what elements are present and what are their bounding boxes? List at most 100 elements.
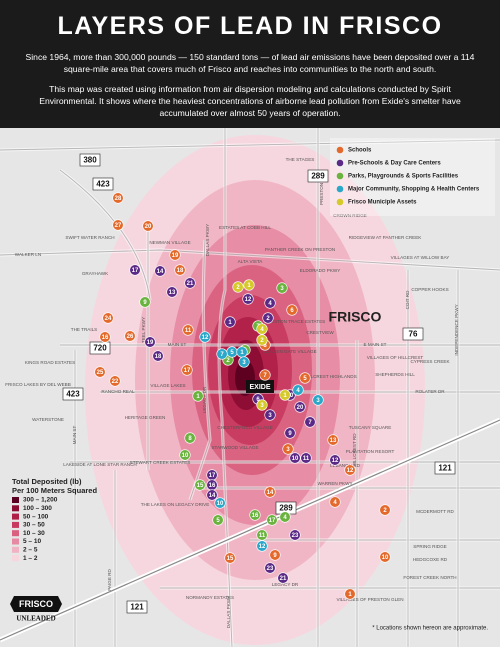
site-marker	[129, 264, 141, 276]
site-number: 19	[172, 253, 179, 259]
deposition-label: 5 – 10	[23, 538, 41, 545]
site-marker	[312, 394, 324, 406]
place-label: PANTHER CREEK ON PRESTON	[265, 247, 335, 252]
place-label: HILLCREST RD	[352, 433, 357, 467]
place-label: CHESTERFIELD VILLAGE	[217, 425, 272, 430]
deposition-swatch	[12, 546, 19, 553]
site-number: 10	[382, 555, 389, 561]
site-marker	[289, 529, 301, 541]
legend-swatch	[336, 185, 344, 193]
legend-swatch	[336, 146, 344, 154]
place-label: DALLAS PKWY	[205, 224, 210, 256]
site-number: 17	[209, 473, 216, 479]
site-marker	[224, 316, 236, 328]
site-number: 1	[283, 393, 287, 399]
place-label: THE STAGES	[286, 157, 315, 162]
place-label: NEWMAN VILLAGE	[149, 240, 190, 245]
site-marker	[379, 504, 391, 516]
place-label: ROLATER DR	[415, 389, 445, 394]
site-number: 8	[188, 436, 192, 442]
site-marker	[269, 549, 281, 561]
site-marker	[144, 336, 156, 348]
site-marker	[299, 372, 311, 384]
site-marker	[181, 364, 193, 376]
site-number: 1	[196, 394, 200, 400]
legend-swatch	[336, 159, 344, 167]
site-marker	[166, 286, 178, 298]
site-marker	[327, 434, 339, 446]
place-label: VILLAGES OF HILLCREST	[367, 355, 424, 360]
site-number: 9	[143, 300, 147, 306]
site-marker	[279, 389, 291, 401]
site-number: 2	[226, 358, 230, 364]
deposition-label: 2 – 5	[23, 547, 38, 554]
site-number: 7	[220, 352, 224, 358]
site-marker	[344, 464, 356, 476]
road	[59, 169, 151, 301]
site-number: 6	[290, 308, 294, 314]
site-marker	[379, 551, 391, 563]
deposition-subtitle: Per 100 Meters Squared	[12, 486, 97, 495]
site-number: 10	[182, 453, 189, 459]
site-number: 2	[260, 338, 264, 344]
site-number: 21	[280, 576, 287, 582]
place-label: PLANTATION RESORT	[346, 449, 395, 454]
site-marker	[264, 297, 276, 309]
site-marker	[179, 449, 191, 461]
site-number: 24	[105, 316, 112, 322]
place-label: WATERSTONE	[32, 417, 64, 422]
site-marker	[112, 219, 124, 231]
site-marker	[174, 264, 186, 276]
site-marker	[194, 479, 206, 491]
site-marker	[206, 489, 218, 501]
site-number: 27	[115, 223, 122, 229]
place-label: THE TRAILS	[71, 327, 97, 332]
highway-shield	[434, 461, 456, 475]
highway	[0, 419, 500, 641]
site-number: 3	[268, 413, 272, 419]
place-label: CYPRESS CREEK	[410, 359, 450, 364]
legend-label: Parks, Playgrounds & Sports Facilities	[348, 174, 459, 180]
site-number: 9	[273, 553, 277, 559]
site-number: 26	[127, 334, 134, 340]
site-number: 4	[260, 327, 264, 333]
site-number: 4	[268, 301, 272, 307]
site-number: 3	[260, 403, 264, 409]
place-label: PRESTON RD	[319, 174, 324, 205]
place-label: HERITAGE GREEN	[125, 415, 166, 420]
place-label: HEDGCOXE RD	[413, 557, 448, 562]
place-label: HILLCREST HIGHLANDS	[303, 374, 356, 379]
place-label: ALTA VISTA	[238, 259, 264, 264]
highway-number: 76	[409, 330, 418, 339]
site-number: 16	[252, 513, 259, 519]
place-label: NORMANDY ESTATES	[186, 595, 234, 600]
place-label: STARWOOD VILLAGE	[211, 445, 258, 450]
place-label: TUSCANY SQUARE	[349, 425, 392, 430]
site-marker	[184, 432, 196, 444]
highway-shield	[89, 341, 111, 355]
site-marker	[102, 312, 114, 324]
legend-swatch	[336, 198, 344, 206]
site-number: 21	[187, 281, 194, 287]
place-label: COPPER HOOKS	[411, 287, 448, 292]
site-marker	[256, 334, 268, 346]
site-number: 13	[169, 290, 176, 296]
highway-number: 423	[96, 180, 110, 189]
site-marker	[216, 348, 228, 360]
site-number: 16	[102, 335, 109, 341]
site-number: 7	[263, 373, 267, 379]
header: LAYERS OF LEAD IN FRISCO Since 1964, mor…	[0, 0, 500, 128]
deposition-swatch	[12, 497, 19, 503]
site-number: 11	[303, 456, 310, 462]
deposition-label: 1 – 2	[23, 555, 38, 562]
place-label: VILLAGES AT WILLOW BAY	[391, 255, 450, 260]
smelter-box	[246, 380, 274, 393]
site-number: 14	[267, 490, 274, 496]
road	[0, 249, 500, 271]
place-label: LEGACY DR	[272, 582, 299, 587]
site-marker	[329, 496, 341, 508]
highway-shield	[307, 169, 329, 183]
site-number: 14	[157, 269, 164, 275]
legend-label: Pre-Schools & Day Care Centers	[348, 161, 441, 167]
